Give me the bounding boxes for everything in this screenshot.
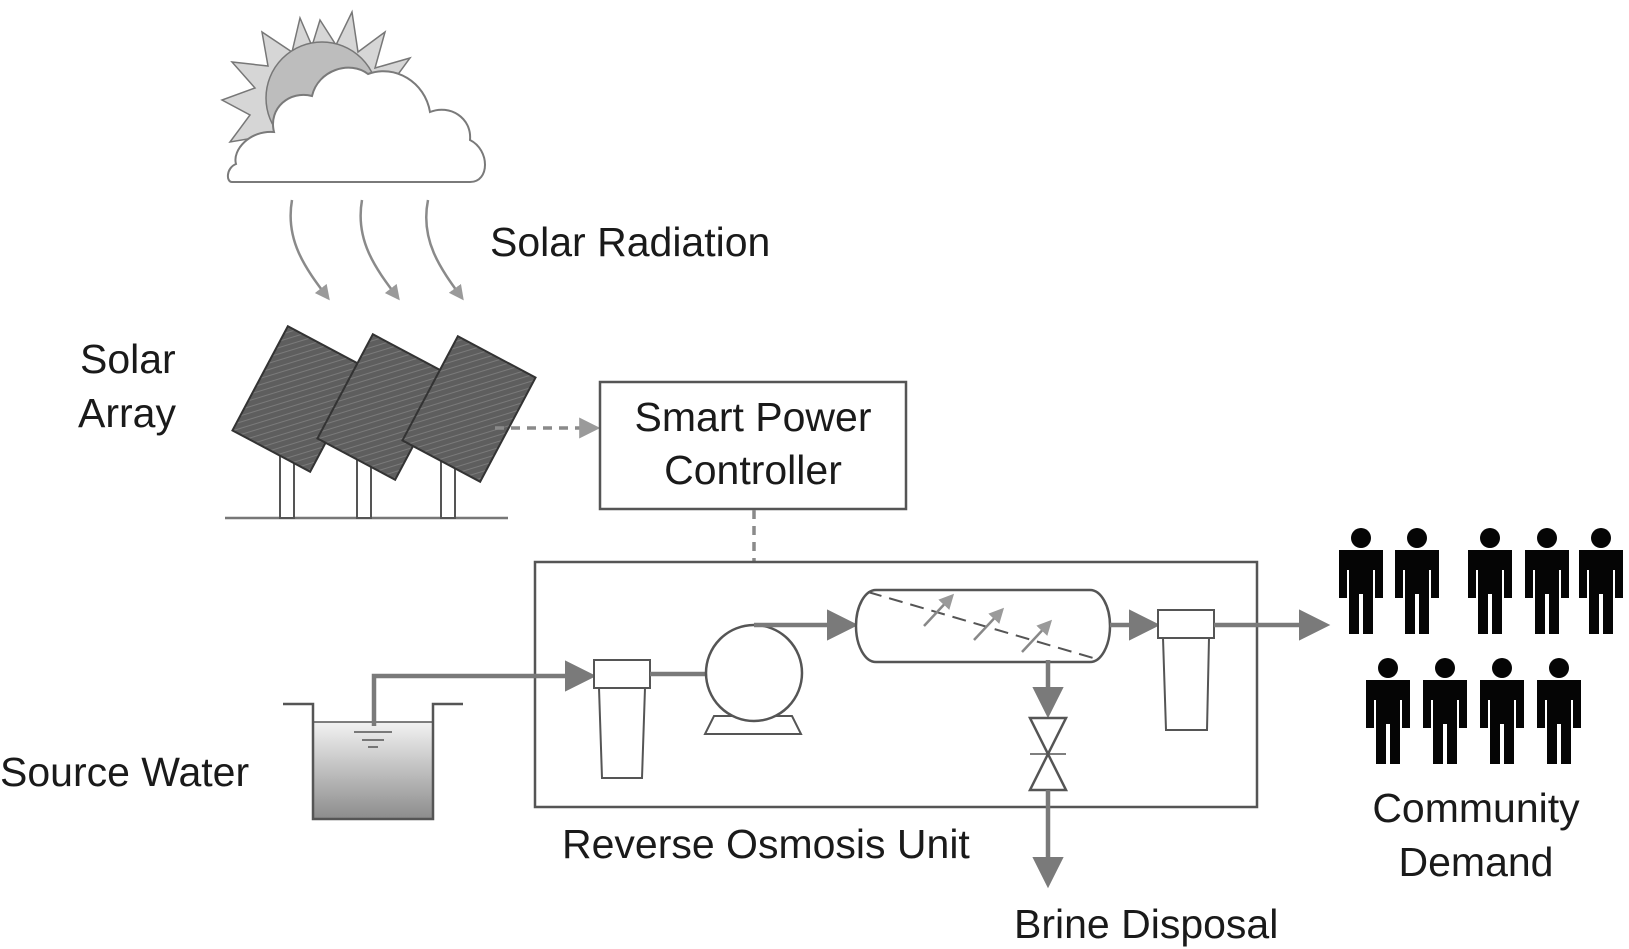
- controller-label-line1: Smart Power: [635, 394, 872, 440]
- solar-radiation-label: Solar Radiation: [490, 219, 770, 265]
- solar-radiation-arrows: [289, 199, 464, 301]
- filter-icon: [593, 659, 651, 779]
- intake-pipe: [371, 660, 597, 726]
- person-icon: [1537, 658, 1581, 764]
- community-people: [1339, 528, 1623, 764]
- person-icon: [1423, 658, 1467, 764]
- person-icon: [1395, 528, 1439, 634]
- person-icon: [1339, 528, 1383, 634]
- pump-icon: [703, 623, 804, 735]
- cloud-icon: [226, 66, 486, 183]
- person-icon: [1525, 528, 1569, 634]
- ro-unit-label: Reverse Osmosis Unit: [562, 821, 970, 867]
- controller-label-line2: Controller: [664, 447, 842, 493]
- membrane-icon: [854, 588, 1112, 664]
- community-label-line2: Demand: [1399, 839, 1554, 885]
- smart-power-controller-box: [598, 380, 908, 511]
- community-label-line1: Community: [1372, 785, 1580, 831]
- solar-array-label-line2: Array: [78, 390, 176, 436]
- person-icon: [1579, 528, 1623, 634]
- valve-icon: [1027, 716, 1069, 792]
- person-icon: [1366, 658, 1410, 764]
- solar-panel-icon: [225, 324, 537, 520]
- person-icon: [1480, 658, 1524, 764]
- person-icon: [1468, 528, 1512, 634]
- source-water-label: Source Water: [0, 749, 249, 795]
- post-filter-icon: [1157, 609, 1215, 731]
- brine-disposal-label: Brine Disposal: [1014, 901, 1278, 947]
- solar-array-label-line1: Solar: [80, 336, 176, 382]
- tank-icon: [283, 702, 463, 821]
